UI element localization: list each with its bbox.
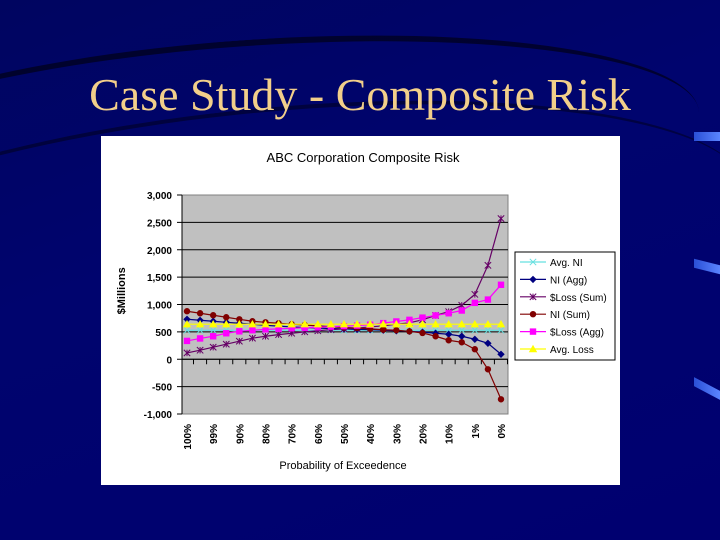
legend-item: NI (Agg): [550, 275, 587, 286]
slide-title: Case Study - Composite Risk: [89, 69, 631, 120]
legend: Avg. NI NI (Agg) $Loss (Sum) NI (Sum) $Loss …: [514, 251, 616, 361]
x-tick-label: 50%: [340, 424, 351, 444]
x-tick-label: 100%: [183, 424, 194, 450]
chart-title: ABC Corporation Composite Risk: [267, 150, 460, 165]
y-tick-label: 2,000: [147, 246, 172, 257]
legend-item: Avg. NI: [550, 258, 583, 269]
legend-item: $Loss (Agg): [550, 328, 604, 339]
x-tick-label: 40%: [366, 424, 377, 444]
y-tick-label: 3,000: [147, 191, 172, 202]
x-tick-label: 0%: [497, 424, 508, 439]
x-tick-label: 70%: [288, 424, 299, 444]
accent-bar: [694, 377, 720, 400]
legend-item: Avg. Loss: [550, 345, 594, 356]
chart-container: ABC Corporation Composite Risk 3,000 2,500…: [101, 136, 620, 485]
legend-item: NI (Sum): [550, 310, 590, 321]
accent-bar: [694, 132, 720, 141]
accent-bar: [694, 258, 720, 275]
x-tick-label: 60%: [314, 424, 325, 444]
y-tick-label: -500: [152, 383, 172, 394]
x-tick-label: 90%: [235, 424, 246, 444]
y-tick-label: 1,000: [147, 301, 172, 312]
line-chart: ABC Corporation Composite Risk 3,000 2,500…: [116, 150, 616, 472]
x-tick-label: 80%: [262, 424, 273, 444]
x-axis-label: Probability of Exceedence: [279, 460, 406, 472]
x-tick-label: 30%: [392, 424, 403, 444]
x-tick-label: 1%: [471, 424, 482, 439]
x-tick-label: 10%: [445, 424, 456, 444]
y-tick-label: 0: [166, 355, 172, 366]
y-tick-label: -1,000: [144, 410, 173, 421]
y-axis-label: $Millions: [116, 267, 128, 314]
series-avg-loss: [182, 320, 506, 328]
y-tick-label: 1,500: [147, 273, 172, 284]
y-tick-label: 500: [155, 328, 172, 339]
y-tick-label: 2,500: [147, 218, 172, 229]
x-tick-label: 99%: [209, 424, 220, 444]
legend-item: $Loss (Sum): [550, 293, 607, 304]
x-tick-label: 20%: [419, 424, 430, 444]
